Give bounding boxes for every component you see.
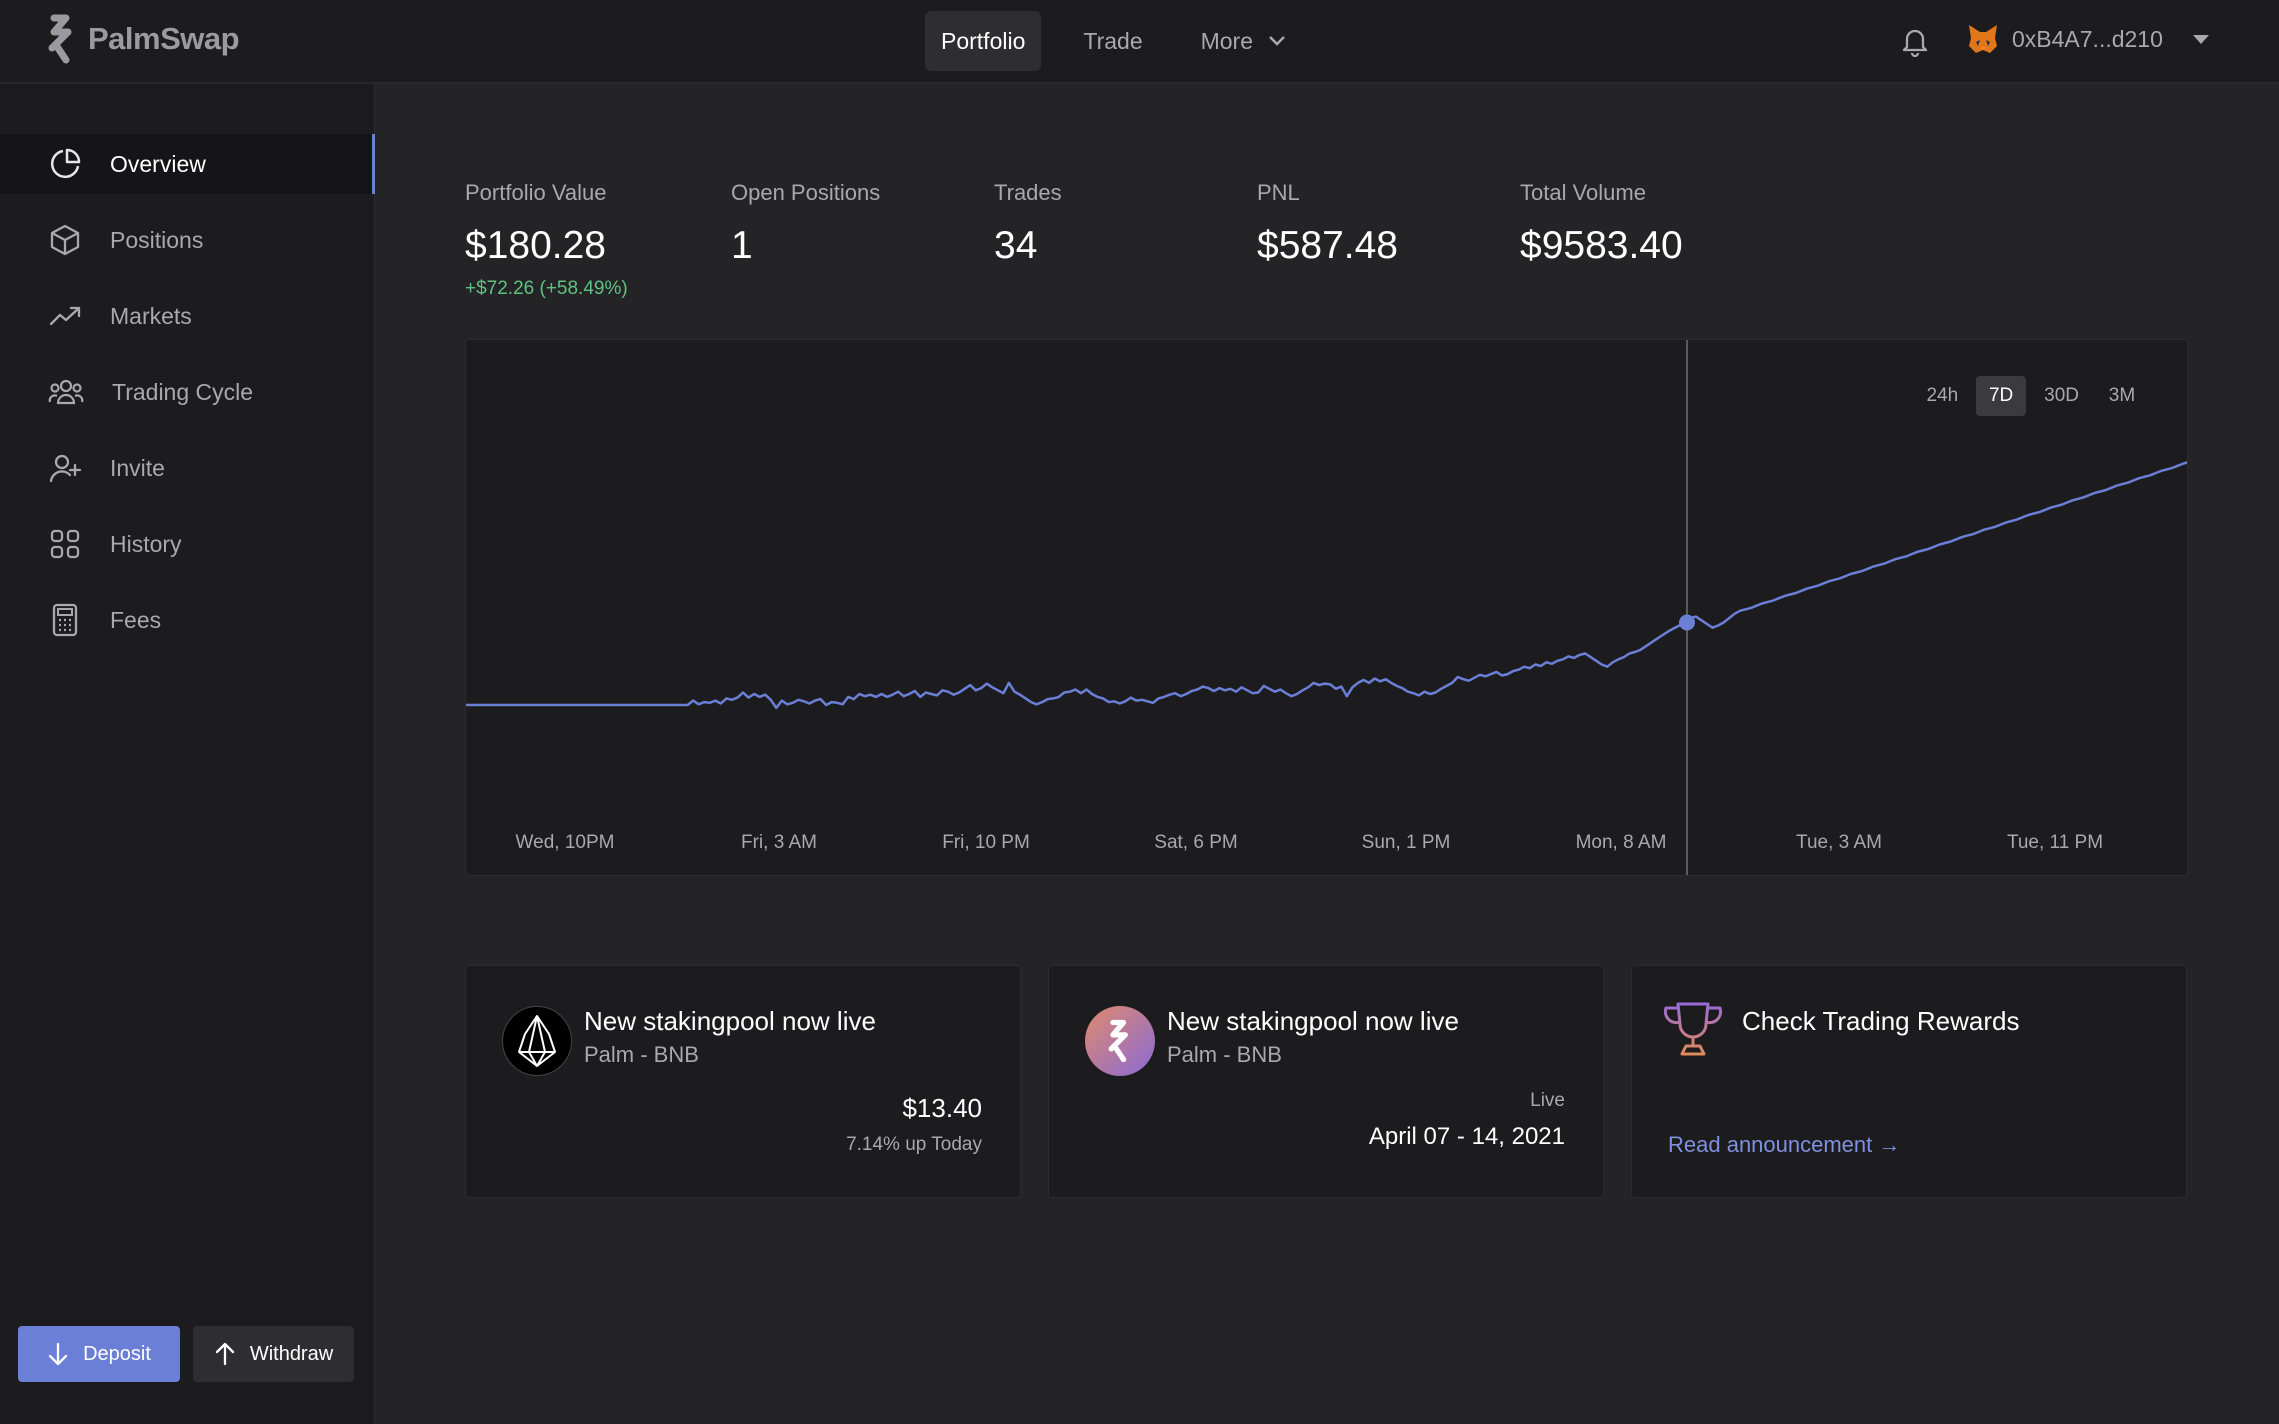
stat-value: 1	[731, 224, 753, 267]
sidebar-item-fees[interactable]: Fees	[0, 590, 375, 650]
sidebar-item-label: Overview	[110, 150, 206, 177]
card-status: Live	[1530, 1090, 1565, 1111]
sidebar-item-overview[interactable]: Overview	[0, 134, 375, 194]
nav-trade[interactable]: Trade	[1067, 11, 1158, 71]
trending-up-icon	[49, 306, 81, 326]
caret-down-icon	[2192, 34, 2209, 44]
x-tick-label: Fri, 10 PM	[942, 832, 1030, 853]
card-title: New stakingpool now live	[1167, 1006, 1459, 1036]
stat-change: +$72.26 (+58.49%)	[465, 278, 628, 299]
sidebar-item-invite[interactable]: Invite	[0, 438, 375, 498]
card-title: Check Trading Rewards	[1742, 1006, 2020, 1036]
sidebar-item-trading-cycle[interactable]: Trading Cycle	[0, 362, 375, 422]
stat-open-positions: Open Positions 1	[731, 180, 880, 268]
x-tick-label: Sat, 6 PM	[1154, 832, 1238, 853]
range-3m[interactable]: 3M	[2108, 385, 2136, 406]
stat-value: $180.28	[465, 224, 606, 267]
bell-icon	[1902, 29, 1928, 58]
logo[interactable]: PalmSwap	[44, 14, 240, 64]
app-name: PalmSwap	[88, 21, 240, 56]
stat-total-volume: Total Volume $9583.40	[1520, 180, 1683, 268]
sidebar-item-label: History	[110, 530, 182, 557]
palm-logo-icon	[48, 14, 72, 64]
sidebar-item-history[interactable]: History	[0, 514, 375, 574]
main-nav: Portfolio Trade More	[925, 11, 1303, 71]
x-tick-label: Fri, 3 AM	[740, 832, 818, 853]
palm-icon	[1085, 1006, 1155, 1076]
sidebar-item-label: Fees	[110, 606, 162, 633]
grid-icon	[50, 529, 80, 559]
portfolio-line-chart	[466, 340, 2187, 875]
stat-label: Open Positions	[731, 180, 881, 205]
stat-pnl: PNL $587.48	[1257, 180, 1398, 268]
account-address: 0xB4A7...d210	[2012, 25, 2163, 52]
nav-portfolio[interactable]: Portfolio	[925, 11, 1042, 71]
staking-pool-card-2[interactable]: New stakingpool now live Palm - BNB Live…	[1048, 965, 1604, 1198]
sidebar-item-label: Positions	[110, 226, 204, 253]
sidebar-item-positions[interactable]: Positions	[0, 210, 375, 270]
range-24h[interactable]: 24h	[1926, 385, 1959, 406]
withdraw-button[interactable]: Withdraw	[193, 1326, 354, 1382]
users-icon	[48, 379, 84, 405]
metamask-fox-icon	[1969, 25, 1997, 53]
chevron-down-icon	[1269, 36, 1285, 46]
nav-trade-label: Trade	[1083, 27, 1143, 54]
pie-chart-icon	[50, 148, 81, 179]
box-icon	[50, 224, 80, 256]
card-value: $13.40	[902, 1093, 982, 1123]
stat-portfolio-value: Portfolio Value $180.28 +$72.26 (+58.49%…	[465, 180, 628, 300]
card-note: 7.14% up Today	[846, 1134, 982, 1155]
portfolio-chart[interactable]: 24h 7D 30D 3M Wed, 10PM Fri, 3 AM Fri, 10 …	[465, 339, 2188, 876]
x-tick-label: Sun, 1 PM	[1361, 832, 1451, 853]
account-menu[interactable]: 0xB4A7...d210	[1966, 22, 2209, 56]
user-plus-icon	[49, 454, 82, 483]
eos-icon	[502, 1006, 572, 1076]
card-dates: April 07 - 14, 2021	[1368, 1123, 1565, 1150]
stat-label: PNL	[1257, 180, 1300, 205]
withdraw-label: Withdraw	[249, 1342, 334, 1365]
read-announcement-link[interactable]: Read announcement →	[1668, 1132, 1901, 1157]
sidebar-item-markets[interactable]: Markets	[0, 286, 375, 346]
deposit-label: Deposit	[83, 1342, 151, 1365]
trading-rewards-card[interactable]: Check Trading Rewards Read announcement …	[1631, 965, 2187, 1198]
x-tick-label: Wed, 10PM	[515, 832, 615, 853]
card-title: New stakingpool now live	[584, 1006, 876, 1036]
trophy-icon	[1658, 994, 1728, 1064]
stat-label: Trades	[994, 180, 1062, 205]
sidebar: Overview Positions Markets Trading Cycle	[0, 84, 375, 1424]
x-tick-label: Tue, 11 PM	[2006, 832, 2104, 853]
staking-pool-card-1[interactable]: New stakingpool now live Palm - BNB $13.…	[465, 965, 1021, 1198]
stat-value: 34	[994, 224, 1038, 267]
sidebar-item-label: Invite	[110, 454, 165, 481]
nav-more[interactable]: More	[1185, 11, 1303, 71]
series-line	[466, 461, 2187, 710]
nav-more-label: More	[1200, 27, 1254, 54]
calculator-icon	[52, 603, 78, 637]
sidebar-item-label: Markets	[110, 302, 192, 329]
arrow-up-icon	[215, 1342, 234, 1366]
nav-portfolio-label: Portfolio	[941, 27, 1026, 54]
sidebar-item-label: Trading Cycle	[112, 378, 254, 405]
range-7d[interactable]: 7D	[1976, 376, 2027, 416]
x-tick-label: Tue, 3 AM	[1796, 832, 1882, 853]
range-selector: 24h 7D 30D 3M	[1916, 376, 2147, 416]
stat-value: $587.48	[1257, 224, 1398, 267]
stat-value: $9583.40	[1520, 224, 1683, 267]
stat-trades: Trades 34	[994, 180, 1062, 268]
deposit-button[interactable]: Deposit	[18, 1326, 180, 1382]
range-30d[interactable]: 30D	[2044, 385, 2079, 406]
stat-label: Portfolio Value	[465, 180, 607, 205]
notifications-button[interactable]	[1900, 25, 1930, 62]
stat-label: Total Volume	[1520, 180, 1646, 205]
arrow-down-icon	[48, 1342, 68, 1366]
top-bar: PalmSwap Portfolio Trade More 0xB4A7...d…	[0, 0, 2279, 83]
card-subtitle: Palm - BNB	[584, 1042, 699, 1067]
x-tick-label: Mon, 8 AM	[1575, 832, 1667, 853]
card-subtitle: Palm - BNB	[1167, 1042, 1282, 1067]
hover-point	[1679, 614, 1695, 631]
